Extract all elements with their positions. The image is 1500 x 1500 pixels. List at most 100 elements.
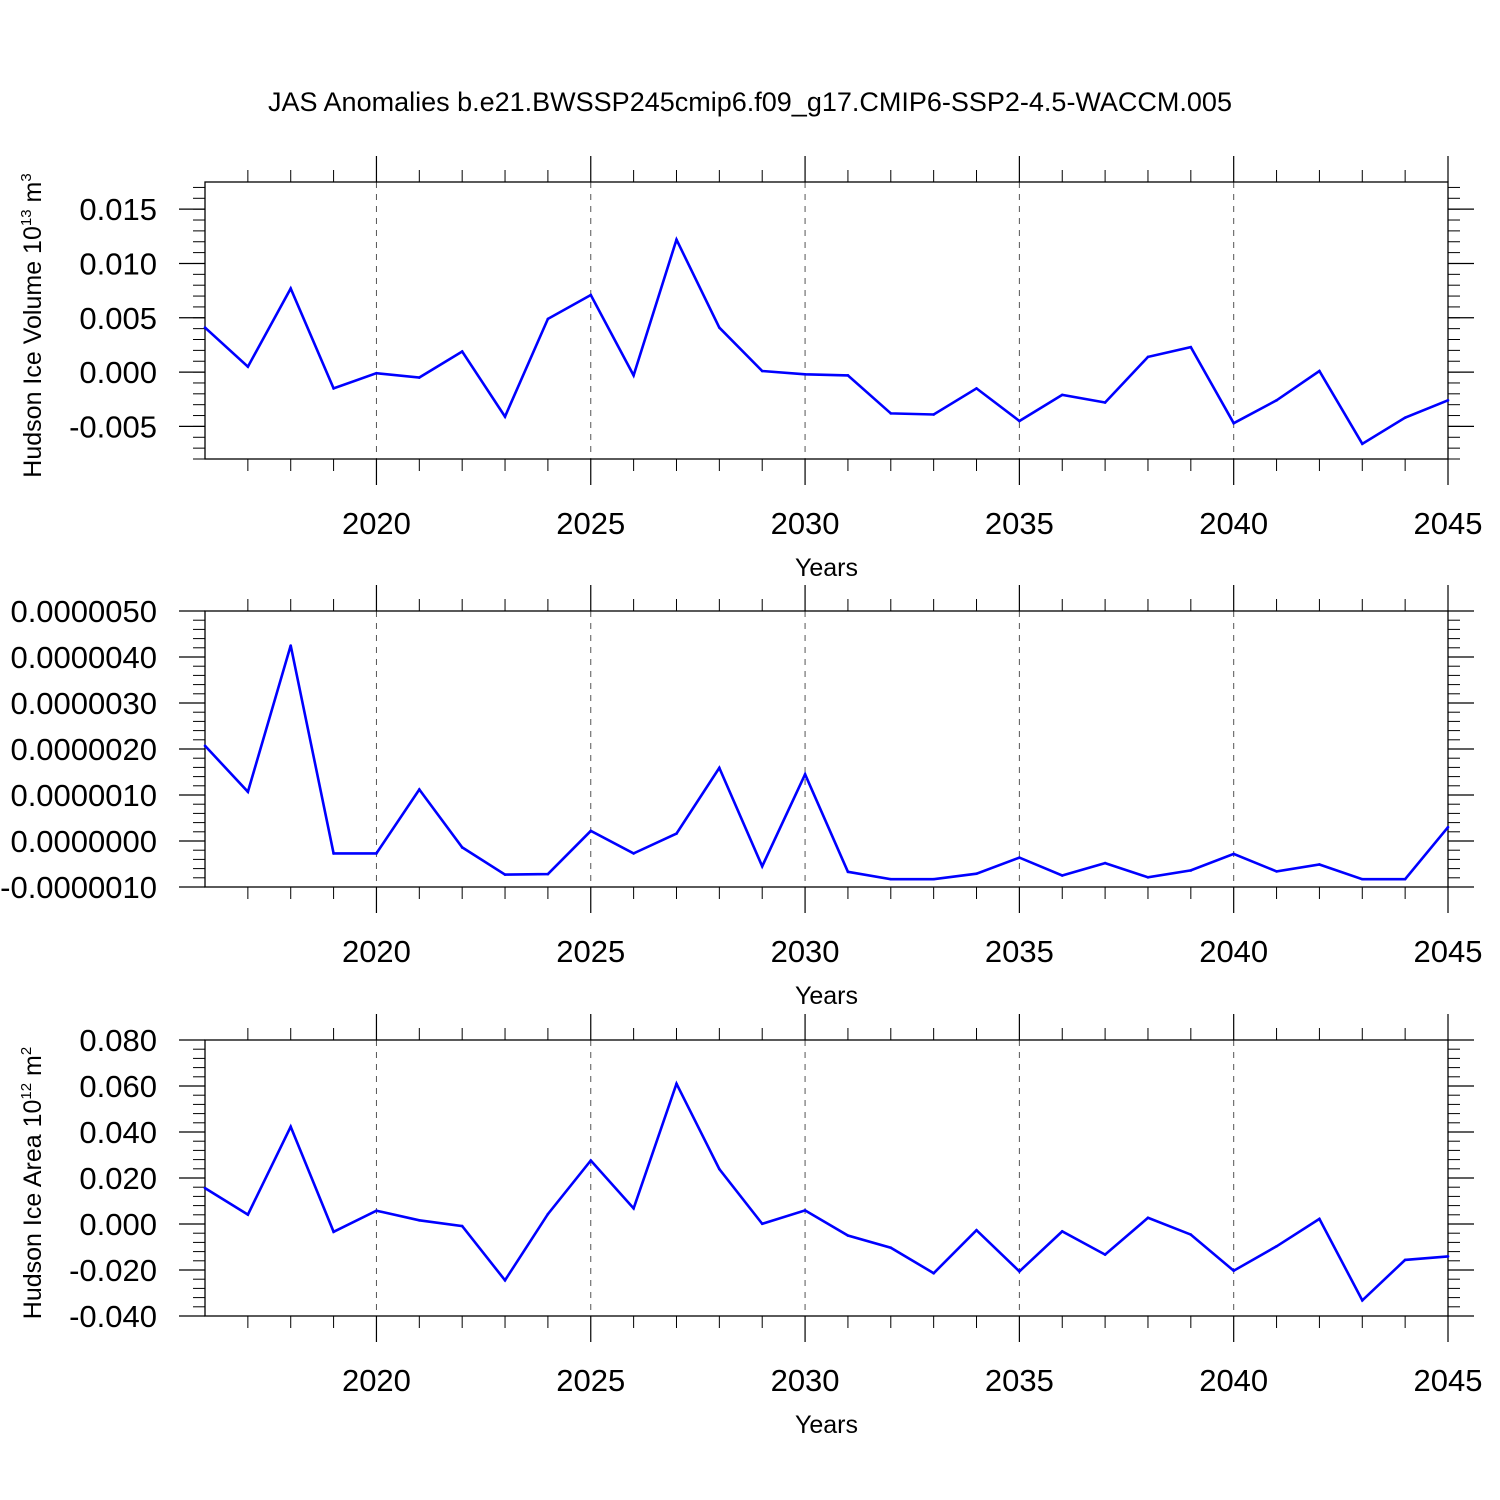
x-axis-title: Years: [795, 982, 858, 1010]
x-tick-label: 2020: [342, 506, 411, 541]
data-point: [1060, 1230, 1064, 1233]
x-tick-label: 2025: [556, 506, 625, 541]
x-tick-label: 2035: [985, 934, 1054, 969]
y-tick-label: 0.000: [79, 355, 157, 390]
y-tick-label: 0.0000050: [10, 594, 157, 629]
y-tick-label: 0.0000030: [10, 686, 157, 721]
y-axis-title-unit-exponent: 2: [18, 1047, 35, 1055]
data-point: [803, 372, 807, 376]
x-tick-label: 2025: [556, 934, 625, 969]
panel-2: 2020 2025 2030 2035 2040 2045 -0.0000010 0.0000…: [0, 585, 1482, 1010]
data-point: [675, 238, 678, 241]
data-point: [589, 1159, 593, 1162]
x-tick-label: 2030: [771, 934, 840, 969]
data-point: [203, 326, 207, 329]
y-tick-label: 0.0000000: [10, 824, 157, 859]
y-axis-title-exponent: 13: [18, 209, 35, 226]
data-point: [1403, 1258, 1407, 1262]
y-tick-label: -0.0000010: [0, 870, 157, 905]
x-tick-label: 2040: [1199, 506, 1268, 541]
data-point: [289, 1125, 293, 1129]
data-point: [246, 1213, 250, 1216]
y-tick-label: 0.005: [79, 301, 157, 336]
data-point: [503, 873, 507, 876]
data-point: [1360, 442, 1364, 446]
data-point: [1403, 877, 1407, 881]
data-point: [1146, 876, 1150, 879]
data-point: [418, 788, 421, 791]
data-point: [203, 1186, 207, 1190]
data-point: [632, 1207, 635, 1210]
data-point: [760, 369, 764, 373]
data-point: [1103, 1253, 1107, 1256]
x-tick-label: 2040: [1199, 934, 1268, 969]
data-point: [1189, 1233, 1193, 1236]
data-point: [332, 852, 335, 855]
data-point: [803, 1209, 807, 1212]
data-point: [418, 1219, 421, 1222]
data-point: [1360, 877, 1364, 881]
data-point: [1232, 421, 1235, 425]
y-tick-label: -0.040: [69, 1299, 157, 1334]
y-tick-label: 0.000: [79, 1207, 157, 1242]
data-point: [632, 374, 635, 377]
data-point: [760, 865, 764, 868]
data-point: [546, 872, 550, 876]
data-point: [1446, 825, 1450, 829]
data-point: [546, 1212, 550, 1216]
data-point: [460, 350, 464, 353]
y-tick-label: 0.0000040: [10, 640, 157, 675]
data-point: [503, 1279, 507, 1282]
series-line: [204, 1080, 1449, 1303]
data-point: [718, 326, 721, 329]
data-point: [889, 1246, 893, 1249]
data-point: [460, 846, 464, 849]
x-tick-label: 2040: [1199, 1363, 1268, 1398]
data-point: [932, 877, 935, 881]
panel-1: 2020 2025 2030 2035 2040 2045 -0.005 0.000 0.005…: [18, 156, 1482, 582]
data-point: [975, 1228, 978, 1232]
y-axis-title-exponent: 12: [18, 1083, 35, 1100]
data-point: [289, 644, 293, 647]
data-point: [246, 790, 250, 794]
data-point: [1018, 1270, 1021, 1273]
data-point: [589, 829, 593, 833]
data-point: [1060, 874, 1064, 877]
data-point: [675, 1082, 678, 1085]
data-point: [889, 877, 893, 881]
y-tick-label: 0.080: [79, 1023, 157, 1058]
data-point: [1189, 869, 1193, 872]
data-point: [1360, 1299, 1364, 1302]
data-point: [503, 415, 507, 418]
data-point: [1018, 419, 1021, 423]
y-axis-title-unit: m: [19, 1055, 47, 1083]
data-point: [718, 1167, 721, 1171]
data-point: [1146, 1216, 1150, 1220]
x-axis-title: Years: [795, 554, 858, 582]
data-point: [1318, 369, 1321, 373]
data-point: [1103, 401, 1107, 404]
data-point: [1318, 863, 1321, 866]
data-point: [546, 317, 550, 321]
data-point: [846, 1234, 850, 1237]
data-point: [289, 287, 293, 290]
data-point: [1275, 399, 1278, 402]
data-point: [932, 413, 935, 416]
x-tick-label: 2045: [1414, 1363, 1483, 1398]
x-tick-label: 2030: [771, 1363, 840, 1398]
y-axis-title-text: Hudson Ice Volume 10: [19, 226, 47, 478]
data-point: [246, 365, 250, 368]
data-point: [632, 852, 635, 855]
y-axis-title: Hudson Ice Volume 1013 m3: [18, 173, 47, 477]
y-axis-title-text: Hudson Ice Area 10: [19, 1100, 47, 1320]
data-point: [975, 872, 978, 875]
y-tick-label: 0.0000010: [10, 778, 157, 813]
data-point: [932, 1271, 935, 1275]
data-point: [718, 766, 721, 770]
x-tick-label: 2020: [342, 934, 411, 969]
plot-frame: [204, 181, 1449, 460]
data-point: [889, 412, 893, 415]
data-point: [803, 773, 807, 776]
y-tick-label: 0.020: [79, 1161, 157, 1196]
